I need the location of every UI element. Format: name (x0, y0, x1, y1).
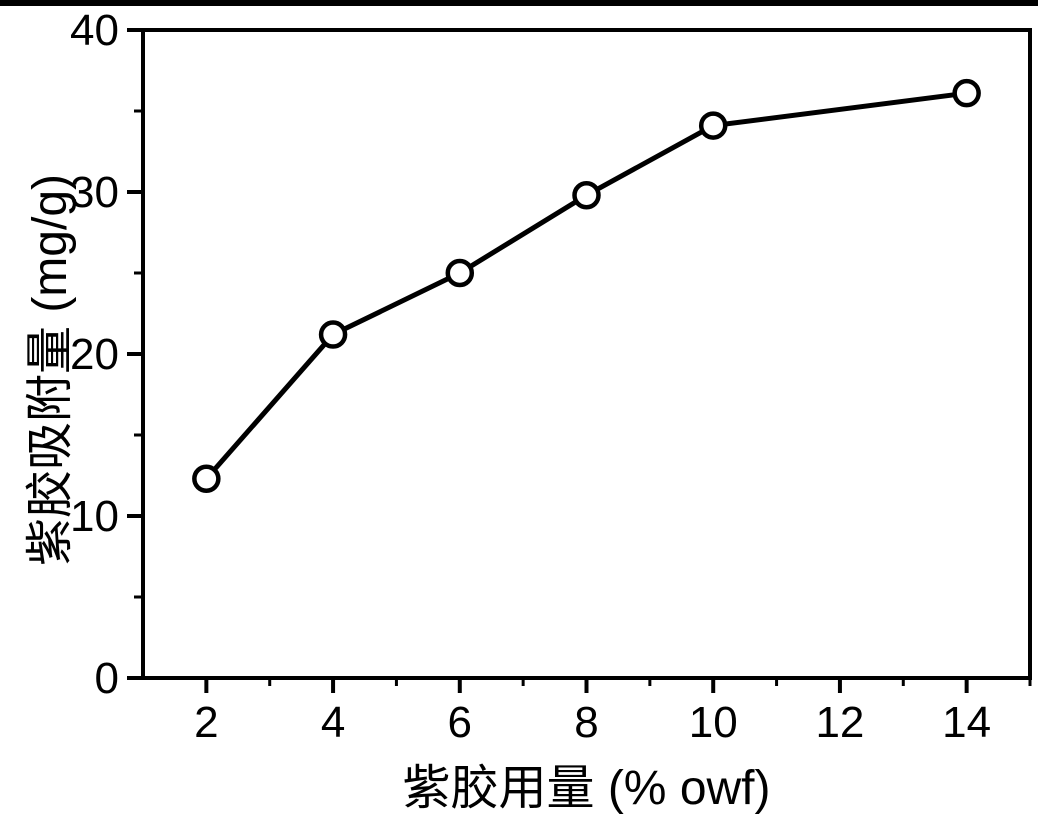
x-tick-label: 4 (321, 698, 345, 747)
y-tick-label: 20 (70, 330, 119, 379)
x-tick-label: 14 (942, 698, 991, 747)
data-point-marker (318, 320, 348, 349)
data-point-marker (445, 258, 475, 288)
y-tick-label: 40 (70, 6, 119, 55)
x-tick-label: 12 (815, 698, 864, 747)
data-point-marker (192, 464, 221, 493)
x-tick-label: 6 (448, 698, 472, 747)
data-point-marker (698, 111, 728, 140)
y-tick-label: 10 (70, 492, 119, 541)
y-axis-label: 紫胶吸附量 (mg/g) (24, 173, 77, 567)
data-point-marker (572, 180, 601, 210)
series-line (204, 90, 967, 481)
scan-border-top (0, 0, 1038, 6)
y-tick-label: 0 (95, 654, 119, 703)
data-point-marker (952, 78, 981, 108)
x-tick-label: 2 (194, 698, 218, 747)
x-tick-label: 10 (689, 698, 738, 747)
x-tick-label: 8 (574, 698, 598, 747)
y-tick-label: 30 (70, 168, 119, 217)
plot-frame (141, 28, 1032, 680)
x-axis-label: 紫胶用量 (% owf) (402, 762, 771, 815)
